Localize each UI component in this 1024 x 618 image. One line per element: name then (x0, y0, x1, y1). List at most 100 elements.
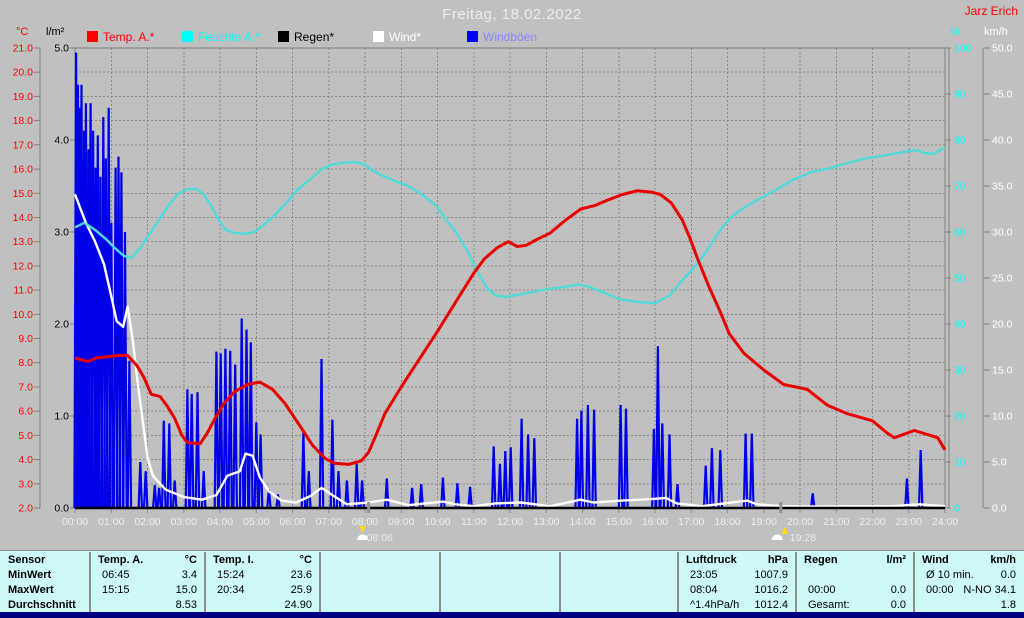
legend-label: Temp. A.* (103, 30, 155, 44)
svg-text:90: 90 (954, 89, 966, 101)
gusts-swatch-icon (467, 31, 478, 42)
svg-text:3.0: 3.0 (18, 478, 33, 490)
stat-time: 15:15 (102, 584, 130, 596)
time-axis: 00:00 01:00 02:00 03:00 04:00 05:00 06:00 07:00… (62, 507, 958, 528)
svg-text:21.0: 21.0 (13, 43, 34, 55)
legend-label: Regen* (294, 30, 335, 44)
svg-text:20:00: 20:00 (787, 516, 813, 528)
svg-text:10.0: 10.0 (992, 411, 1013, 423)
stat-value: 3.4 (181, 569, 197, 581)
svg-text:30: 30 (954, 365, 966, 377)
row-label-minwert: MinWert (8, 569, 52, 581)
svg-text:6.0: 6.0 (18, 406, 33, 418)
stat-value: 15.0 (175, 584, 197, 596)
stat-time: 20:34 (217, 584, 245, 596)
svg-text:80: 80 (954, 135, 966, 147)
stat-value: 24.90 (284, 599, 312, 611)
svg-text:1.0: 1.0 (54, 411, 69, 423)
series-wind (73, 193, 946, 508)
svg-text:11.0: 11.0 (13, 285, 33, 297)
stat-time: ^1.4hPa/h (690, 599, 740, 611)
svg-text:4.0: 4.0 (54, 135, 69, 147)
temp-axis: 21.0 20.0 19.0 18.0 17.0 16.0 15.0 14.0 13.0 12.0… (13, 43, 40, 515)
sunset-marker: 19:28 (771, 502, 816, 544)
svg-text:5.0: 5.0 (992, 457, 1007, 469)
humidity-axis-unit-label: % (950, 26, 960, 38)
svg-text:01:00: 01:00 (98, 516, 124, 528)
temp-swatch-icon (87, 31, 98, 42)
series-tempa (74, 189, 947, 466)
rain-axis: 5.0 4.0 3.0 2.0 1.0 0.0 (54, 43, 75, 515)
row-label-sensor: Sensor (8, 554, 46, 566)
table-separator (204, 552, 206, 612)
stat-value: 25.9 (290, 584, 312, 596)
plot-border (39, 47, 984, 509)
series-windboeen (73, 52, 924, 509)
svg-text:5.0: 5.0 (18, 430, 33, 442)
svg-text:07:00: 07:00 (316, 516, 342, 528)
svg-text:20.0: 20.0 (13, 67, 34, 79)
svg-text:9.0: 9.0 (18, 333, 33, 345)
panel-header-luftdruck: Luftdruck (686, 554, 737, 566)
svg-text:02:00: 02:00 (134, 516, 160, 528)
temp-axis-unit-label: °C (16, 26, 29, 38)
svg-text:18:00: 18:00 (714, 516, 740, 528)
weather-chart: 21.0 20.0 19.0 18.0 17.0 16.0 15.0 14.0 13.0 12.0… (13, 43, 1013, 545)
svg-text:40: 40 (954, 319, 966, 331)
svg-text:04:00: 04:00 (207, 516, 233, 528)
grid (75, 48, 945, 508)
svg-text:35.0: 35.0 (992, 181, 1013, 193)
legend-label: Windböen (483, 30, 538, 44)
svg-text:25.0: 25.0 (992, 273, 1013, 285)
svg-text:05:00: 05:00 (243, 516, 269, 528)
svg-text:11:00: 11:00 (461, 516, 487, 528)
svg-text:06:00: 06:00 (279, 516, 305, 528)
svg-text:16:00: 16:00 (642, 516, 668, 528)
svg-text:22:00: 22:00 (859, 516, 885, 528)
svg-text:100: 100 (954, 43, 972, 55)
stat-time: 23:05 (690, 569, 718, 581)
svg-text:12.0: 12.0 (13, 260, 34, 272)
station-name: Jarz Erich (964, 4, 1018, 18)
panel-unit: km/h (990, 554, 1016, 566)
svg-text:09:00: 09:00 (388, 516, 414, 528)
svg-text:20.0: 20.0 (992, 319, 1013, 331)
stat-value: 0.0 (890, 599, 906, 611)
stat-time: 00:00 (926, 584, 954, 596)
svg-text:21:00: 21:00 (823, 516, 849, 528)
stat-time: 15:24 (217, 569, 245, 581)
svg-text:13.0: 13.0 (13, 236, 34, 248)
wind-axis-unit-label: km/h (984, 26, 1008, 38)
stat-value: 1.8 (1000, 599, 1016, 611)
svg-text:7.0: 7.0 (18, 381, 33, 393)
svg-text:50.0: 50.0 (992, 43, 1013, 55)
panel-header-tempi: Temp. I. (213, 554, 254, 566)
stats-table: Sensor MinWert MaxWert Durchschnitt Temp. A.… (0, 550, 1024, 613)
sunrise-marker: 08:06 (357, 502, 393, 544)
svg-text:60: 60 (954, 227, 966, 239)
svg-text:2.0: 2.0 (54, 319, 69, 331)
legend-item-wind: Wind* (373, 30, 421, 44)
legend-item-gusts: Windböen (467, 30, 537, 44)
legend-label: Feuchte A.* (198, 30, 261, 44)
stat-time: 00:00 (808, 584, 836, 596)
chart-legend: Temp. A.* Feuchte A.* Regen* Wind* Windböen (0, 30, 1024, 46)
stat-time: 06:45 (102, 569, 130, 581)
row-label-maxwert: MaxWert (8, 584, 54, 596)
svg-text:5.0: 5.0 (54, 43, 69, 55)
svg-text:50: 50 (954, 273, 966, 285)
table-separator (795, 552, 797, 612)
svg-text:0.0: 0.0 (54, 503, 69, 515)
svg-text:3.0: 3.0 (54, 227, 69, 239)
stat-time: Gesamt: (808, 599, 850, 611)
svg-text:19.0: 19.0 (13, 91, 34, 103)
svg-text:10: 10 (954, 457, 966, 469)
panel-unit: °C (299, 554, 312, 566)
row-label-durchschnitt: Durchschnitt (8, 599, 76, 611)
stat-value: 8.53 (175, 599, 197, 611)
svg-text:15:00: 15:00 (606, 516, 632, 528)
svg-text:8.0: 8.0 (18, 357, 33, 369)
svg-text:14:00: 14:00 (569, 516, 595, 528)
svg-text:16.0: 16.0 (13, 164, 34, 176)
series-feuchtea (74, 147, 946, 305)
